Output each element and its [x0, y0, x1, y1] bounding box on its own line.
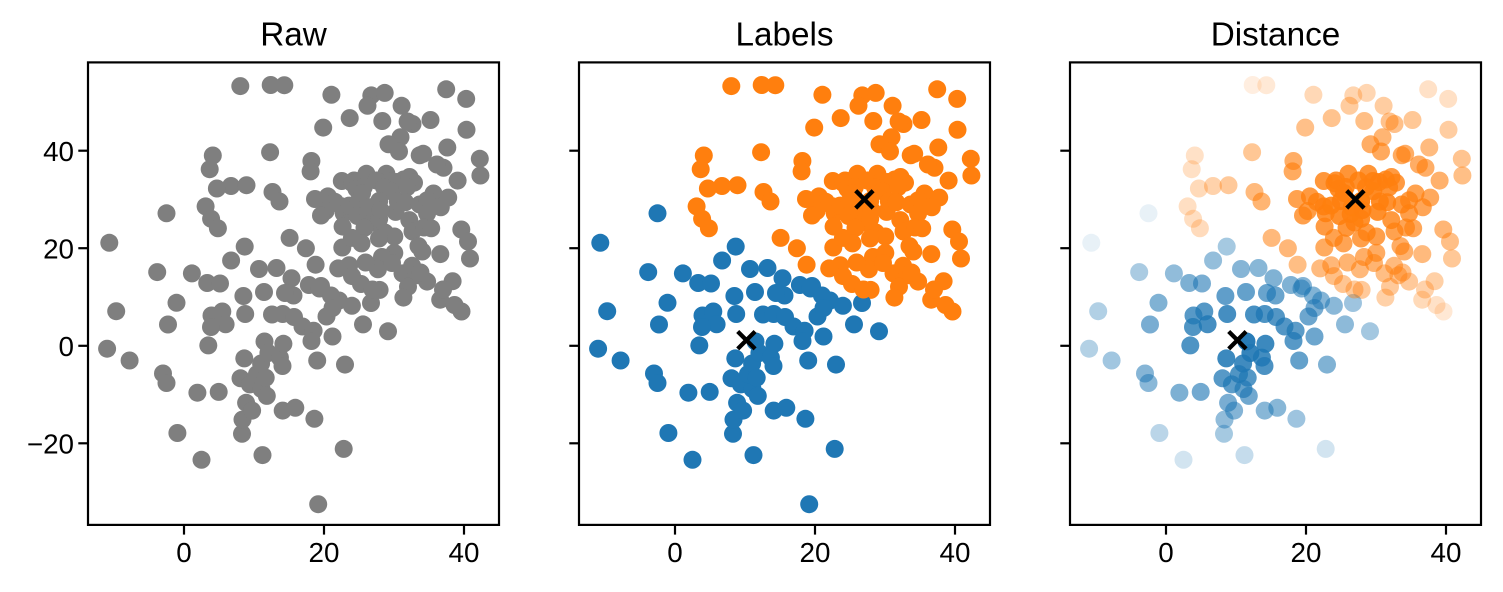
svg-text:20: 20 [1291, 537, 1322, 568]
svg-text:40: 40 [449, 537, 480, 568]
svg-text:Labels: Labels [735, 17, 833, 54]
svg-text:20: 20 [43, 233, 74, 264]
svg-text:0: 0 [176, 537, 191, 568]
svg-text:20: 20 [800, 537, 831, 568]
svg-text:40: 40 [1431, 537, 1462, 568]
svg-text:0: 0 [59, 331, 74, 362]
svg-text:0: 0 [1158, 537, 1173, 568]
svg-text:Raw: Raw [260, 17, 328, 54]
svg-text:−20: −20 [27, 429, 74, 460]
svg-text:40: 40 [940, 537, 971, 568]
svg-text:0: 0 [667, 537, 682, 568]
svg-text:20: 20 [309, 537, 340, 568]
svg-text:Distance: Distance [1211, 17, 1341, 54]
svg-text:40: 40 [43, 136, 74, 167]
